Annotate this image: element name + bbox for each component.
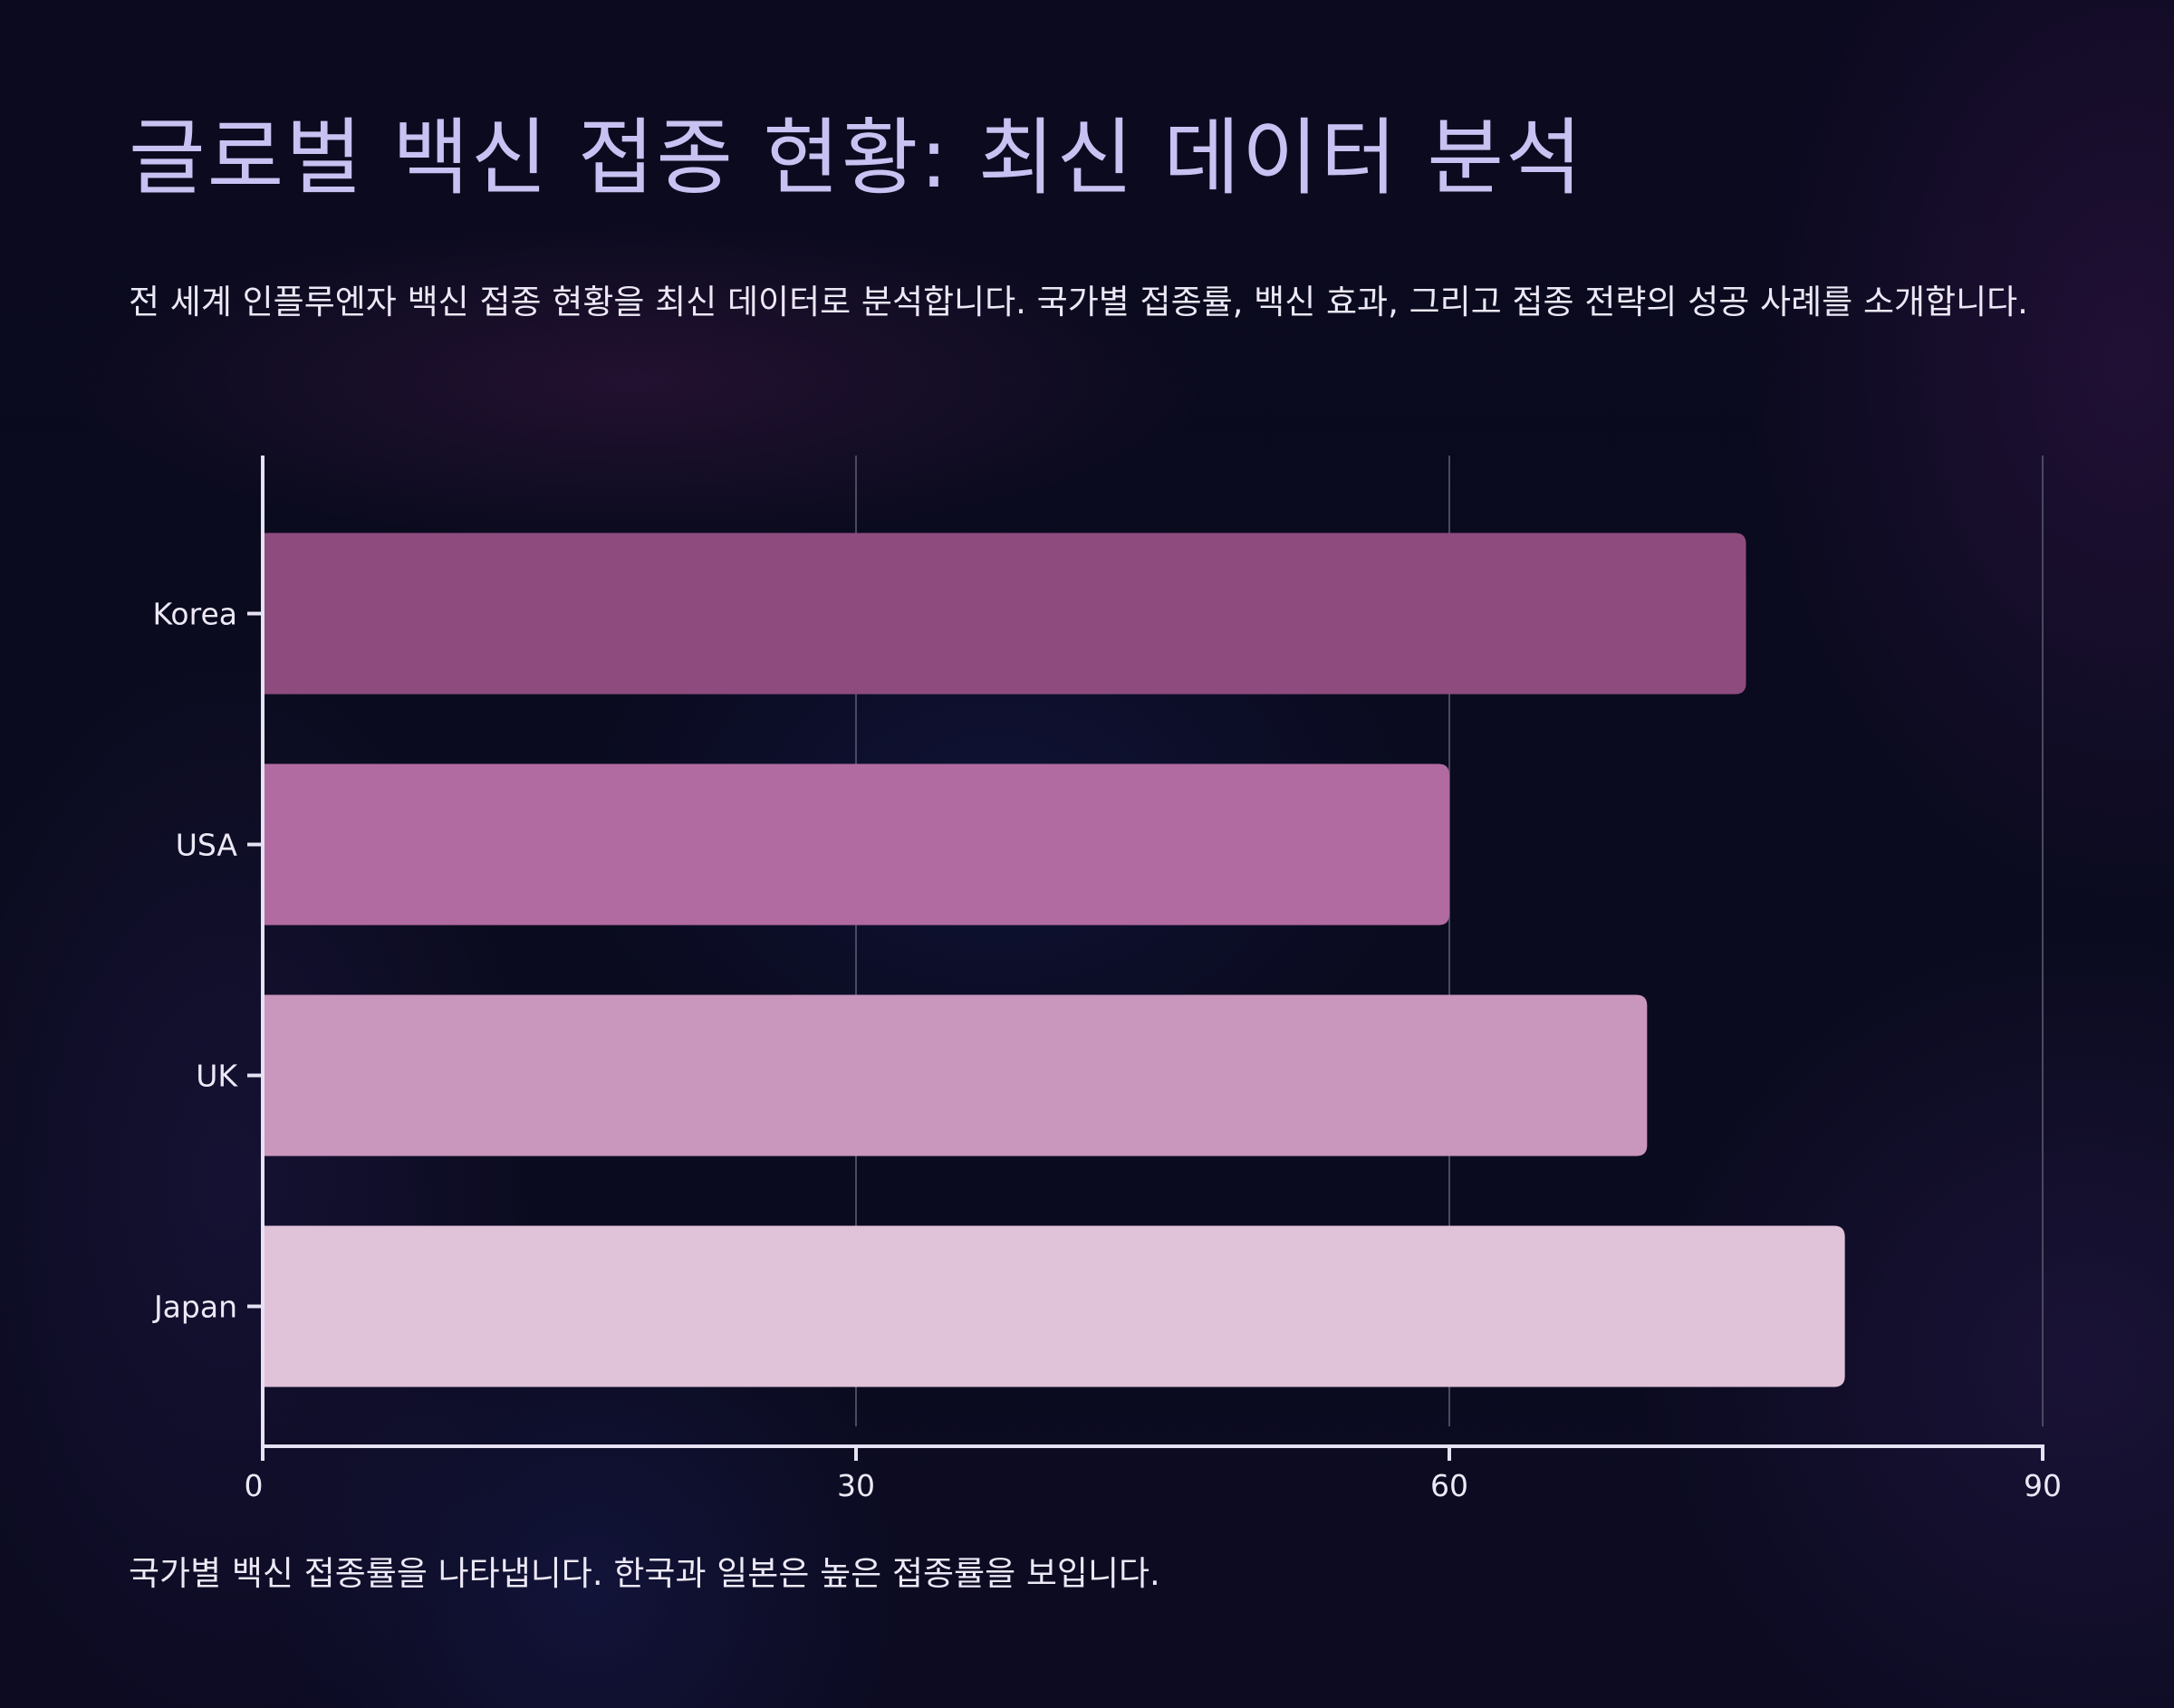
x-tick-label-2: 60 [1430,1468,1468,1503]
y-tick-label-korea: Korea [152,597,237,632]
x-tick-label-3: 90 [2024,1468,2062,1503]
page-subtitle: 전 세계 인플루엔자 백신 접종 현황을 최신 데이터로 분석합니다. 국가별 … [129,283,2028,321]
bar-usa [263,763,1449,926]
x-tick-label-1: 30 [837,1468,875,1503]
bar-korea [263,533,1746,695]
x-tick-label-0: 0 [245,1468,264,1503]
bar-uk [263,994,1648,1156]
bar-layer [263,533,1845,1387]
bar-japan [263,1225,1845,1387]
chart-caption: 국가별 백신 접종률을 나타냅니다. 한국과 일본은 높은 접종률을 보입니다. [129,1554,1160,1593]
y-tick-label-uk: UK [196,1059,238,1094]
axis-layer: Korea USA UK Japan 0 30 60 90 [152,456,2062,1503]
y-tick-label-japan: Japan [152,1290,237,1325]
y-tick-label-usa: USA [176,828,238,863]
page-title: 글로벌 백신 접종 현황: 최신 데이터 분석 [129,110,1584,206]
